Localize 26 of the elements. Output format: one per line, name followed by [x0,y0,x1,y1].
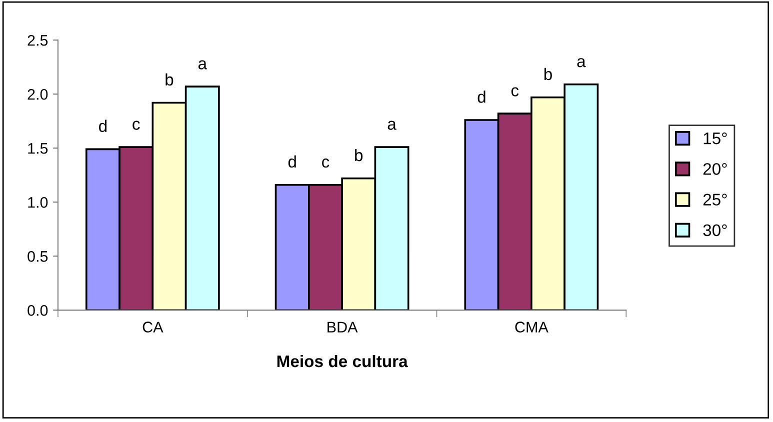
data-label: c [132,120,140,130]
legend-label: 30° [703,224,727,236]
data-label: b [544,68,552,80]
data-label: c [322,158,330,168]
data-label: a [198,60,208,70]
legend-label: 15° [704,132,727,144]
x-tick-label: CA [142,322,164,333]
y-tick-label: 2.5 [28,34,48,46]
y-tick-label: 1.5 [28,143,48,154]
data-label: b [166,73,174,86]
data-label: b [355,148,363,162]
data-label: a [388,120,396,130]
y-tick-label: 2.0 [28,88,48,100]
data-label: c [511,87,519,96]
data-label: d [99,120,107,132]
legend-label: 20° [703,163,727,175]
data-label: d [478,90,486,103]
data-label: a [577,58,586,68]
x-tick-label: BDA [328,322,358,332]
y-tick-label: 0.5 [28,251,48,262]
x-tick-label: CMA [515,322,548,333]
data-label: d [288,155,296,168]
y-tick-label: 1.0 [28,197,48,208]
y-tick-label: 0.0 [28,305,48,316]
x-axis-title: Meios de cultura [277,354,408,368]
legend-label: 25° [703,194,727,206]
